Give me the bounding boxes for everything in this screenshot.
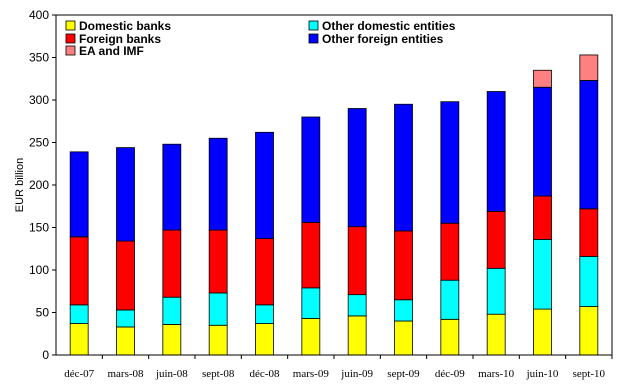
bar-segment-3-6 bbox=[301, 221, 321, 289]
y-tick-label: 250 bbox=[29, 136, 49, 150]
legend-label-2: Other domestic entities bbox=[322, 19, 456, 33]
y-tick-label: 50 bbox=[36, 306, 50, 320]
bar-segment-1-7 bbox=[347, 315, 367, 356]
x-tick-label: juin-08 bbox=[155, 368, 188, 380]
bar-segment-4-3 bbox=[162, 143, 182, 231]
bar-segment-2-4 bbox=[208, 292, 228, 326]
bar-segment-1-8 bbox=[394, 320, 413, 356]
bar-segment-1-6 bbox=[301, 318, 321, 356]
y-axis-title: EUR billion bbox=[14, 158, 26, 212]
legend-swatch-2 bbox=[308, 20, 319, 31]
bar-segment-3-10 bbox=[486, 210, 506, 269]
legend-label-1: Domestic banks bbox=[79, 19, 171, 33]
legend-label-5: EA and IMF bbox=[79, 44, 144, 58]
bar-segment-1-5 bbox=[255, 323, 274, 356]
bar-segment-4-6 bbox=[301, 116, 321, 223]
bar-segment-5-12 bbox=[579, 54, 599, 81]
axes: déc-07 mars-08 juin-08 sept-08 déc-08 mars-09… bbox=[14, 8, 613, 380]
x-tick-label: juin-09 bbox=[340, 368, 373, 380]
y-tick-label: 0 bbox=[42, 348, 49, 362]
bar-segment-1-12 bbox=[579, 306, 599, 356]
bar-segment-1-10 bbox=[486, 313, 506, 356]
legend-swatch-4 bbox=[308, 33, 319, 44]
legend: Domestic banks Other domestic entities For… bbox=[65, 19, 456, 58]
bar-segment-4-4 bbox=[208, 137, 228, 231]
bar-segment-3-8 bbox=[394, 230, 413, 301]
bar-segment-4-8 bbox=[394, 103, 413, 232]
legend-swatch-5 bbox=[65, 45, 76, 56]
bar-segment-4-2 bbox=[116, 147, 135, 242]
bar-segment-1-3 bbox=[162, 323, 182, 356]
legend-swatch-1 bbox=[65, 20, 76, 31]
bar-segment-3-5 bbox=[255, 238, 274, 306]
x-tick-label: juin-10 bbox=[526, 368, 559, 380]
legend-label-3: Foreign banks bbox=[79, 32, 161, 46]
x-tick-label: mars-09 bbox=[293, 368, 330, 380]
bar-segment-1-1 bbox=[69, 323, 89, 356]
y-tick-label: 350 bbox=[29, 51, 49, 65]
bar-segment-3-11 bbox=[533, 195, 552, 240]
bar-segment-5-11 bbox=[533, 69, 552, 88]
x-tick-label: mars-10 bbox=[478, 368, 515, 380]
legend-swatch-3 bbox=[65, 33, 76, 44]
y-tick-label: 200 bbox=[29, 178, 49, 192]
bar-segment-2-1 bbox=[69, 304, 89, 324]
bar-segment-3-4 bbox=[208, 229, 228, 294]
bar-segment-2-8 bbox=[394, 299, 413, 322]
x-tick-label: sept-09 bbox=[387, 368, 420, 380]
bar-segment-2-11 bbox=[533, 238, 552, 310]
plot-frame bbox=[55, 14, 613, 356]
bar-segment-3-7 bbox=[347, 226, 367, 296]
y-tick-label: 150 bbox=[29, 221, 49, 235]
plot-area bbox=[69, 54, 599, 356]
bar-segment-2-6 bbox=[301, 287, 321, 319]
y-tick-label: 100 bbox=[29, 263, 49, 277]
bar-segment-4-1 bbox=[69, 151, 89, 238]
bar-segment-1-2 bbox=[116, 326, 135, 356]
y-tick-label: 400 bbox=[29, 8, 49, 22]
bar-segment-1-9 bbox=[440, 318, 460, 356]
x-tick-label: déc-07 bbox=[64, 368, 94, 380]
bar-segment-4-10 bbox=[486, 91, 506, 212]
bar-segment-2-2 bbox=[116, 309, 135, 328]
bar-segment-4-9 bbox=[440, 101, 460, 224]
y-tick-label: 300 bbox=[29, 93, 49, 107]
bar-segment-4-12 bbox=[579, 80, 599, 210]
bar-segment-4-7 bbox=[347, 108, 367, 228]
bar-segment-3-9 bbox=[440, 222, 460, 281]
bar-segment-2-12 bbox=[579, 255, 599, 307]
bar-segment-1-4 bbox=[208, 324, 228, 356]
bar-segment-4-11 bbox=[533, 86, 552, 197]
bar-segment-3-12 bbox=[579, 208, 599, 257]
bar-segment-3-2 bbox=[116, 240, 135, 311]
bar-segment-1-11 bbox=[533, 308, 552, 356]
bar-segment-3-3 bbox=[162, 229, 182, 298]
bar-segment-2-5 bbox=[255, 304, 274, 324]
bar-segment-3-1 bbox=[69, 236, 89, 306]
x-tick-label: sept-10 bbox=[573, 368, 606, 380]
legend-label-4: Other foreign entities bbox=[322, 32, 444, 46]
bar-segment-2-7 bbox=[347, 294, 367, 317]
bar-segment-2-3 bbox=[162, 296, 182, 325]
bar-segment-2-10 bbox=[486, 267, 506, 315]
bar-segment-4-5 bbox=[255, 131, 274, 239]
x-tick-label: sept-08 bbox=[202, 368, 235, 380]
x-tick-label: mars-08 bbox=[107, 368, 144, 380]
x-tick-label: déc-09 bbox=[435, 368, 465, 380]
x-tick-label: déc-08 bbox=[250, 368, 280, 380]
bar-segment-2-9 bbox=[440, 279, 460, 320]
